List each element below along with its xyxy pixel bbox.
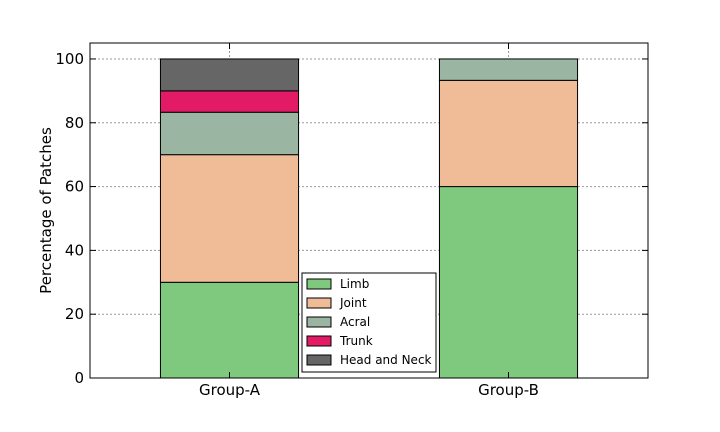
bar-group-b-joint	[438, 79, 579, 188]
y-tick-label: 20	[65, 305, 84, 323]
legend-swatch-trunk	[306, 335, 332, 347]
y-tick-label: 80	[65, 114, 84, 132]
plot-frame	[89, 42, 649, 379]
bar-group-a-limb	[159, 281, 300, 379]
legend-swatch-acral	[306, 316, 332, 328]
bar-group-a-head-and-neck	[159, 58, 300, 92]
legend-label-trunk: Trunk	[339, 334, 373, 348]
legend-label-joint: Joint	[339, 296, 367, 310]
legend-label-acral: Acral	[340, 315, 370, 329]
legend: Limb Joint Acral Trunk Head and Neck	[301, 272, 437, 373]
bars	[159, 58, 579, 379]
y-axis-label: Percentage of Patches	[37, 127, 55, 294]
y-tick-label: 60	[65, 178, 84, 196]
x-tick-label-group-b: Group-B	[478, 381, 539, 399]
legend-swatch-head-and-neck	[306, 354, 332, 366]
legend-label-head-and-neck: Head and Neck	[340, 353, 432, 367]
legend-swatch-limb	[306, 278, 332, 290]
y-tick-label: 100	[55, 50, 84, 68]
y-tick-label: 40	[65, 241, 84, 259]
bar-group-b-limb	[438, 186, 579, 379]
ticks: 0 20 40 60 80 100 Group-A Group-B	[55, 43, 648, 399]
bar-group-b-acral	[438, 58, 579, 81]
bar-group-a-joint	[159, 154, 300, 283]
legend-label-limb: Limb	[340, 277, 369, 291]
y-tick-label: 0	[74, 369, 84, 387]
x-tick-label-group-a: Group-A	[199, 381, 261, 399]
bar-group-a-trunk	[159, 90, 300, 113]
legend-swatch-joint	[306, 297, 332, 309]
bar-group-a-acral	[159, 111, 300, 156]
